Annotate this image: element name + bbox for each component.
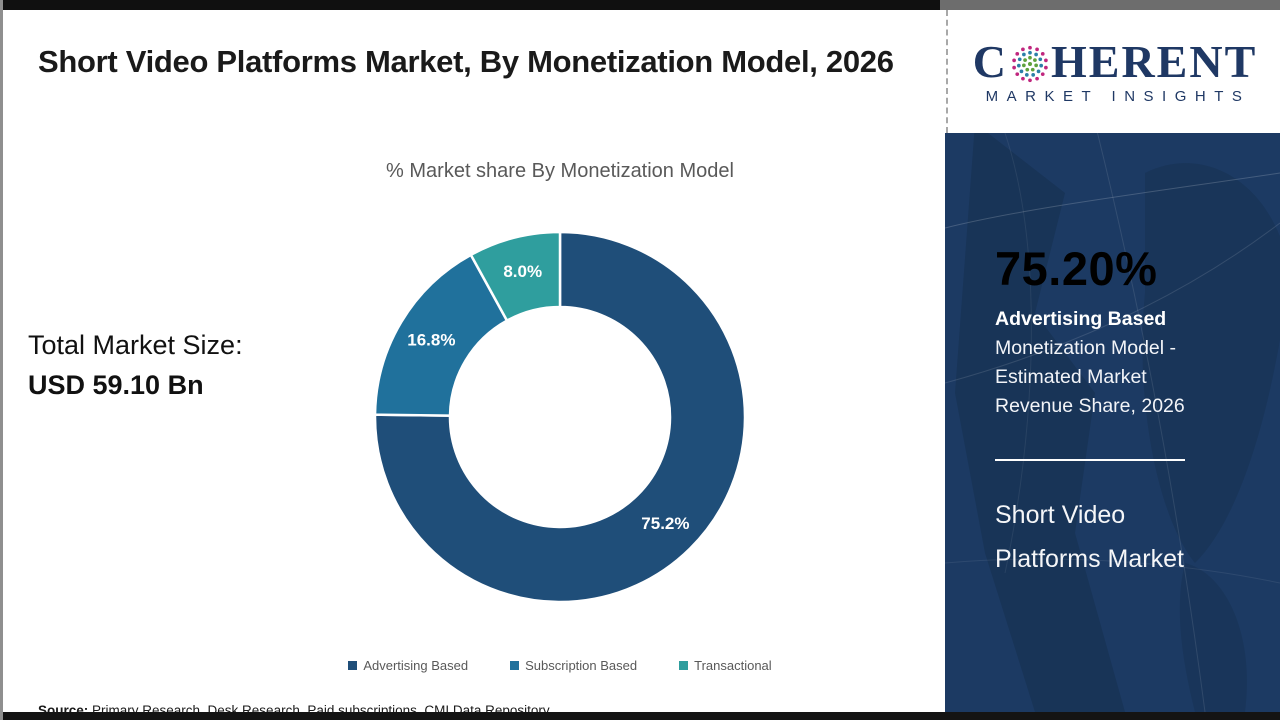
legend-label: Advertising Based [363, 658, 469, 673]
total-market-label: Total Market Size: [28, 330, 243, 360]
globe-icon [1012, 45, 1048, 83]
top-bar [0, 0, 940, 10]
company-logo: C HERENT MARKET INSIGHTS [950, 10, 1280, 133]
legend-label: Subscription Based [525, 658, 638, 673]
main-content: Short Video Platforms Market, By Monetiz… [0, 10, 945, 718]
chart-legend: Advertising Based Subscription Based Trans… [230, 658, 890, 673]
chart-title: % Market share By Monetization Model [386, 160, 734, 182]
highlight-description-text: Monetization Model - Estimated Market Re… [995, 337, 1185, 417]
donut-segment [469, 230, 562, 322]
top-bar-logo-section [940, 0, 1280, 10]
bottom-bar [0, 712, 1280, 720]
sidebar-divider [995, 459, 1185, 461]
left-edge-border [0, 0, 3, 720]
highlight-percentage: 75.20% [995, 242, 1158, 295]
highlight-segment-name: Advertising Based [995, 308, 1167, 330]
dashed-divider [946, 10, 948, 133]
logo-word-end: HERENT [1050, 36, 1258, 87]
highlight-description: Advertising Based Monetization Model - E… [995, 305, 1217, 421]
page-title: Short Video Platforms Market, By Monetiz… [38, 44, 894, 79]
legend-swatch [348, 661, 358, 670]
donut-chart-container: 75.2% 16.8% 8.0% [373, 230, 747, 604]
total-market-value: USD 59.10 Bn [28, 370, 204, 400]
logo-wordmark: C HERENT [973, 38, 1258, 86]
donut-segment-label: 8.0% [503, 262, 542, 281]
legend-item: Subscription Based [510, 658, 637, 673]
legend-label: Transactional [694, 658, 772, 673]
highlight-sidebar: 75.20% Advertising Based Monetization Mo… [945, 133, 1280, 712]
donut-segment [373, 230, 747, 604]
donut-segment-label: 75.2% [641, 514, 689, 533]
total-market-size: Total Market Size: USD 59.10 Bn [28, 325, 243, 405]
donut-segment-label: 16.8% [407, 330, 455, 349]
legend-swatch [510, 661, 520, 670]
market-name: Short Video Platforms Market [995, 501, 1184, 573]
logo-subtitle: MARKET INSIGHTS [985, 88, 1251, 105]
legend-item: Advertising Based [348, 658, 468, 673]
logo-letter-c: C [972, 36, 1008, 87]
world-map-texture [945, 133, 1280, 712]
legend-swatch [679, 661, 689, 670]
legend-item: Transactional [679, 658, 772, 673]
donut-chart: 75.2% 16.8% 8.0% [373, 230, 747, 604]
